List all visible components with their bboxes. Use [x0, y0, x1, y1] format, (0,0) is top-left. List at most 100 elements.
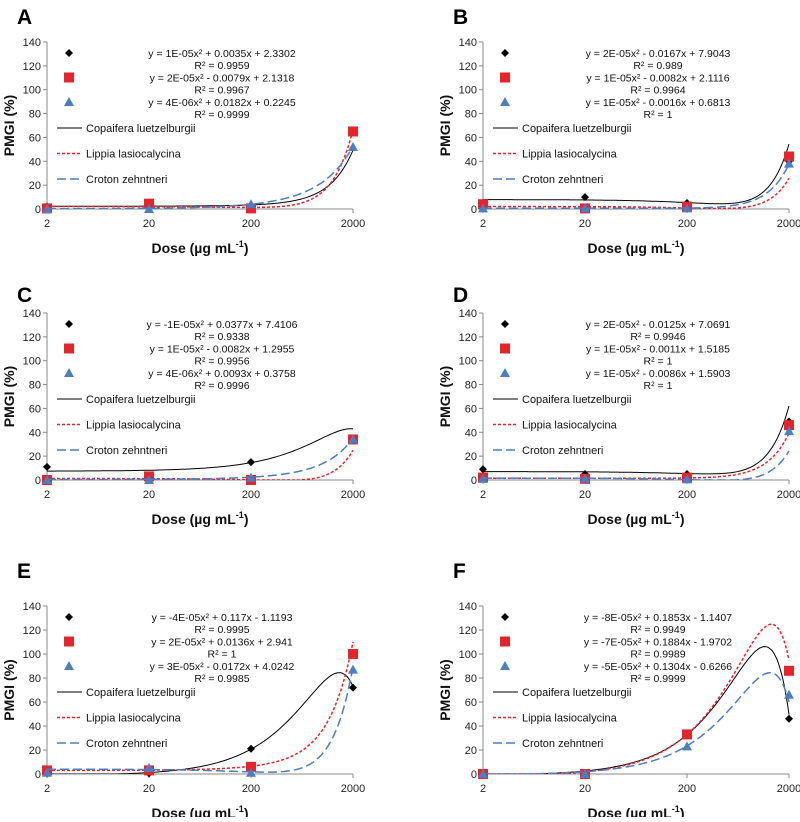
r2-label: R² = 0.9996	[194, 380, 249, 392]
y-tick-label: 60	[29, 132, 41, 144]
x-tick-label: 20	[143, 783, 155, 795]
x-axis-title-sup: -1	[672, 804, 680, 814]
y-tick-label: 140	[23, 37, 41, 49]
legend-marker	[64, 72, 74, 83]
data-point	[580, 473, 590, 483]
data-point	[784, 151, 794, 162]
data-point	[479, 465, 487, 474]
r2-label: R² = 1	[208, 649, 237, 661]
trendline-1	[47, 449, 354, 480]
x-axis-title-close: )	[680, 805, 685, 817]
trendline-1	[47, 641, 354, 772]
equation-label: y = 2E-05x² - 0.0125x + 7.0691	[586, 319, 731, 331]
data-point	[682, 741, 692, 751]
data-point	[580, 203, 590, 213]
panel-c: C 0 20 40 60 80 100 120 140 2 20 200 2000 Dose (µg mL…	[1, 284, 365, 527]
data-point	[581, 193, 589, 202]
panel-label: E	[17, 560, 31, 583]
equation-label: y = 3E-05x² - 0.0172x + 4.0242	[150, 661, 295, 673]
legend-label: Copaifera luetzelburgii	[86, 394, 195, 406]
legend-marker	[500, 661, 510, 670]
y-tick-label: 80	[465, 109, 477, 121]
x-tick-label: 2	[44, 218, 50, 230]
equation-label: y = -1E-05x² + 0.0377x + 7.4106	[147, 319, 298, 331]
y-tick-label: 100	[459, 649, 477, 661]
trendline-0	[47, 428, 354, 472]
panel-a: A 0 20 40 60 80 100 120 140 2 20 200 2000 Dose (µg mL…	[1, 6, 365, 256]
y-tick-label: 20	[465, 451, 477, 463]
y-tick-label: 120	[23, 61, 41, 73]
y-tick-label: 140	[23, 308, 41, 320]
legend-marker	[501, 49, 509, 57]
y-tick-label: 120	[23, 625, 41, 637]
legend-label: Copaifera luetzelburgii	[522, 394, 631, 406]
y-tick-label: 0	[35, 475, 41, 487]
trendline-0	[483, 405, 790, 475]
y-tick-label: 40	[29, 156, 41, 168]
y-tick-label: 100	[23, 649, 41, 661]
x-tick-label: 2000	[341, 783, 365, 795]
legend-marker	[500, 368, 510, 377]
legend-label: Copaifera luetzelburgii	[522, 687, 631, 699]
y-tick-label: 120	[23, 332, 41, 344]
y-tick-label: 120	[459, 625, 477, 637]
legend-marker	[500, 636, 510, 647]
x-axis-title-sup: -1	[236, 239, 244, 249]
x-tick-label: 20	[143, 218, 155, 230]
y-axis-title: PMGI (%)	[1, 659, 17, 720]
r2-label: R² = 0.9985	[194, 673, 249, 685]
trendline-2	[483, 450, 790, 480]
trendline-0	[483, 143, 790, 205]
legend-marker	[64, 661, 74, 670]
data-point	[246, 203, 256, 214]
panel-label: D	[453, 284, 468, 307]
y-tick-label: 80	[29, 673, 41, 685]
equation-label: y = 1E-05x² + 0.0035x + 2.3302	[148, 48, 296, 60]
x-axis-title-sup: -1	[236, 804, 244, 814]
y-tick-label: 40	[465, 721, 477, 733]
y-tick-label: 80	[29, 109, 41, 121]
y-tick-label: 20	[29, 745, 41, 757]
legend-marker	[500, 343, 510, 354]
x-axis-title: Dose (µg mL-1)	[152, 239, 249, 256]
x-tick-label: 200	[242, 489, 260, 501]
x-tick-label: 200	[678, 218, 696, 230]
data-point	[144, 198, 154, 209]
r2-label: R² = 1	[644, 380, 673, 392]
r2-label: R² = 0.9956	[194, 356, 249, 368]
data-point	[246, 472, 256, 482]
trendline-1	[483, 432, 790, 479]
x-axis-title-sup: -1	[672, 510, 680, 520]
legend-label: Lippia lasiocalycina	[522, 149, 618, 161]
y-tick-label: 120	[459, 61, 477, 73]
legend-marker	[64, 97, 74, 106]
data-point	[247, 458, 255, 467]
data-point	[43, 462, 51, 471]
y-tick-label: 60	[465, 132, 477, 144]
equation-label: y = -4E-05x² + 0.117x - 1.1193	[152, 612, 293, 624]
legend-marker	[64, 343, 74, 354]
legend-label: Croton zehntneri	[86, 174, 167, 186]
y-tick-label: 100	[459, 85, 477, 97]
data-point	[478, 203, 488, 213]
y-tick-label: 60	[465, 697, 477, 709]
x-tick-label: 2	[480, 783, 486, 795]
x-axis-title-close: )	[244, 805, 249, 817]
data-point	[682, 474, 692, 484]
y-tick-label: 20	[29, 451, 41, 463]
equation-label: y = 1E-05x² - 0.0011x + 1.5185	[586, 344, 730, 356]
legend-marker	[65, 613, 73, 621]
x-tick-label: 2	[480, 218, 486, 230]
data-point	[784, 426, 794, 436]
legend-label: Lippia lasiocalycina	[522, 713, 618, 725]
x-axis-title-text: Dose (µg mL	[152, 805, 237, 817]
data-point	[478, 473, 488, 483]
x-axis-title-close: )	[244, 240, 249, 256]
data-point	[784, 689, 794, 699]
y-axis-title: PMGI (%)	[437, 659, 453, 720]
legend-label: Lippia lasiocalycina	[86, 713, 182, 725]
equation-label: y = 2E-05x² - 0.0079x + 2.1318	[150, 73, 295, 85]
legend-marker	[501, 613, 509, 621]
y-tick-label: 0	[35, 769, 41, 781]
x-axis-title-close: )	[680, 511, 685, 527]
